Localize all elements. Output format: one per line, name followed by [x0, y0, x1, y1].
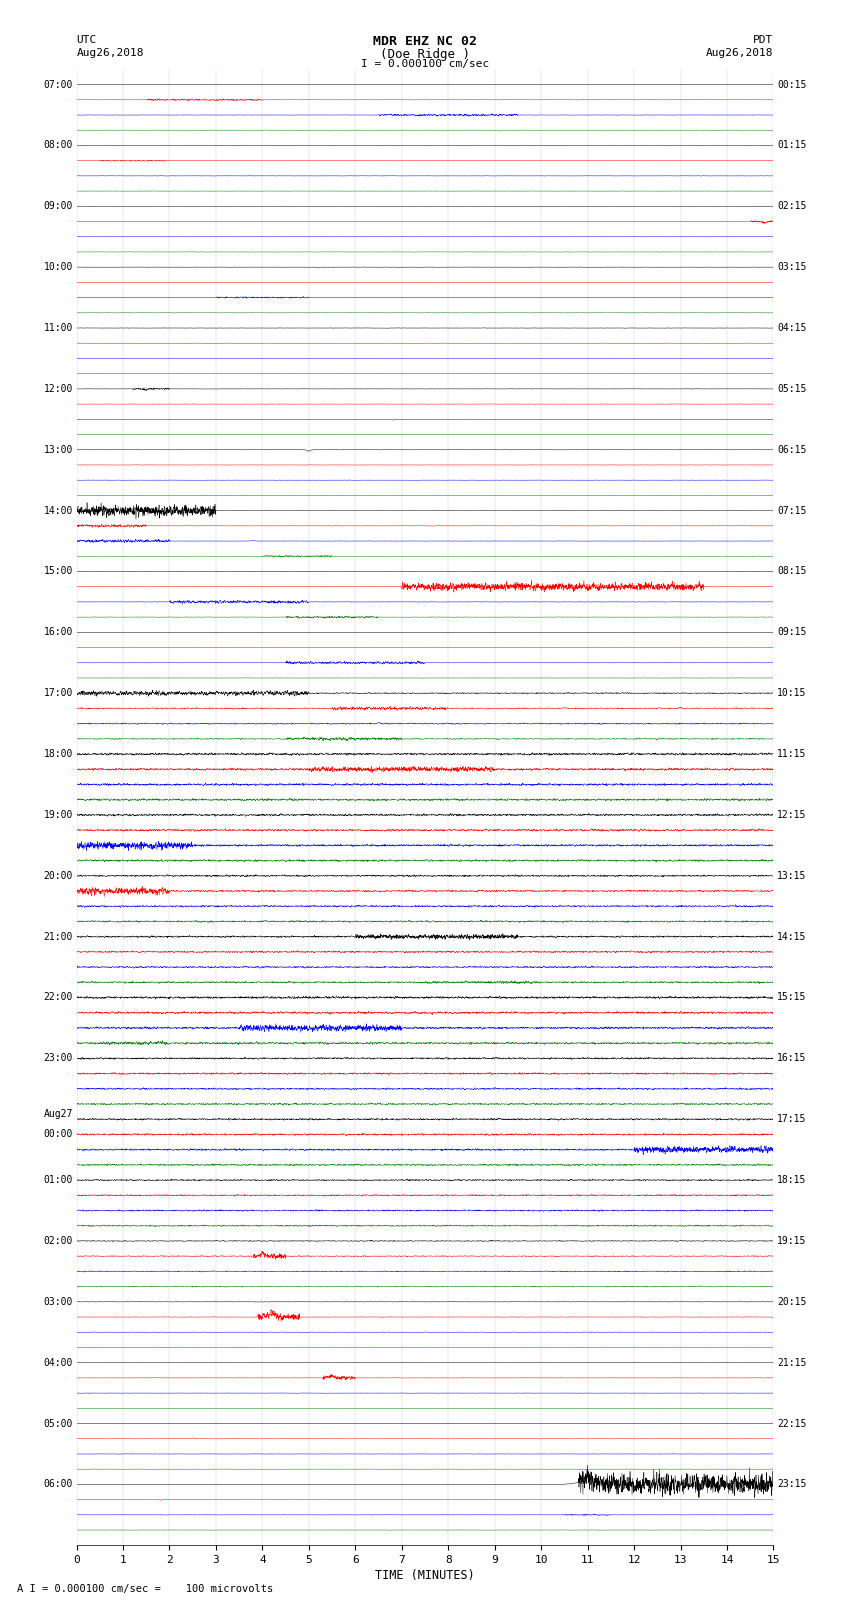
Text: (Doe Ridge ): (Doe Ridge ) — [380, 47, 470, 61]
Text: 13:00: 13:00 — [43, 445, 73, 455]
Text: 22:15: 22:15 — [777, 1418, 807, 1429]
Text: 03:00: 03:00 — [43, 1297, 73, 1307]
Text: 08:15: 08:15 — [777, 566, 807, 576]
Text: Aug27: Aug27 — [43, 1110, 73, 1119]
Text: 09:00: 09:00 — [43, 202, 73, 211]
Text: 01:15: 01:15 — [777, 140, 807, 150]
Text: 06:15: 06:15 — [777, 445, 807, 455]
Text: 12:15: 12:15 — [777, 810, 807, 819]
Text: Aug26,2018: Aug26,2018 — [76, 47, 144, 58]
Text: 10:15: 10:15 — [777, 689, 807, 698]
Text: 11:15: 11:15 — [777, 748, 807, 760]
Text: 02:15: 02:15 — [777, 202, 807, 211]
Text: 05:15: 05:15 — [777, 384, 807, 394]
Text: 04:00: 04:00 — [43, 1358, 73, 1368]
Text: 20:00: 20:00 — [43, 871, 73, 881]
Text: 11:00: 11:00 — [43, 323, 73, 332]
Text: 01:00: 01:00 — [43, 1176, 73, 1186]
Text: 13:15: 13:15 — [777, 871, 807, 881]
Text: PDT: PDT — [753, 35, 774, 45]
Text: 12:00: 12:00 — [43, 384, 73, 394]
Text: MDR EHZ NC 02: MDR EHZ NC 02 — [373, 35, 477, 48]
Text: I = 0.000100 cm/sec: I = 0.000100 cm/sec — [361, 58, 489, 69]
Text: 15:15: 15:15 — [777, 992, 807, 1003]
Text: 21:00: 21:00 — [43, 932, 73, 942]
Text: 22:00: 22:00 — [43, 992, 73, 1003]
Text: 06:00: 06:00 — [43, 1479, 73, 1489]
Text: 00:15: 00:15 — [777, 79, 807, 90]
Text: 07:15: 07:15 — [777, 505, 807, 516]
Text: 20:15: 20:15 — [777, 1297, 807, 1307]
Text: UTC: UTC — [76, 35, 97, 45]
Text: 02:00: 02:00 — [43, 1236, 73, 1245]
Text: 14:00: 14:00 — [43, 505, 73, 516]
Text: 07:00: 07:00 — [43, 79, 73, 90]
Text: 05:00: 05:00 — [43, 1418, 73, 1429]
Text: 21:15: 21:15 — [777, 1358, 807, 1368]
Text: 19:00: 19:00 — [43, 810, 73, 819]
Text: 10:00: 10:00 — [43, 263, 73, 273]
Text: 23:00: 23:00 — [43, 1053, 73, 1063]
Text: 16:00: 16:00 — [43, 627, 73, 637]
X-axis label: TIME (MINUTES): TIME (MINUTES) — [375, 1569, 475, 1582]
Text: 04:15: 04:15 — [777, 323, 807, 332]
Text: 17:15: 17:15 — [777, 1115, 807, 1124]
Text: 15:00: 15:00 — [43, 566, 73, 576]
Text: Aug26,2018: Aug26,2018 — [706, 47, 774, 58]
Text: 00:00: 00:00 — [43, 1129, 73, 1139]
Text: 17:00: 17:00 — [43, 689, 73, 698]
Text: 18:00: 18:00 — [43, 748, 73, 760]
Text: 16:15: 16:15 — [777, 1053, 807, 1063]
Text: 14:15: 14:15 — [777, 932, 807, 942]
Text: 03:15: 03:15 — [777, 263, 807, 273]
Text: 18:15: 18:15 — [777, 1176, 807, 1186]
Text: A I = 0.000100 cm/sec =    100 microvolts: A I = 0.000100 cm/sec = 100 microvolts — [17, 1584, 273, 1594]
Text: 19:15: 19:15 — [777, 1236, 807, 1245]
Text: 08:00: 08:00 — [43, 140, 73, 150]
Text: 09:15: 09:15 — [777, 627, 807, 637]
Text: 23:15: 23:15 — [777, 1479, 807, 1489]
